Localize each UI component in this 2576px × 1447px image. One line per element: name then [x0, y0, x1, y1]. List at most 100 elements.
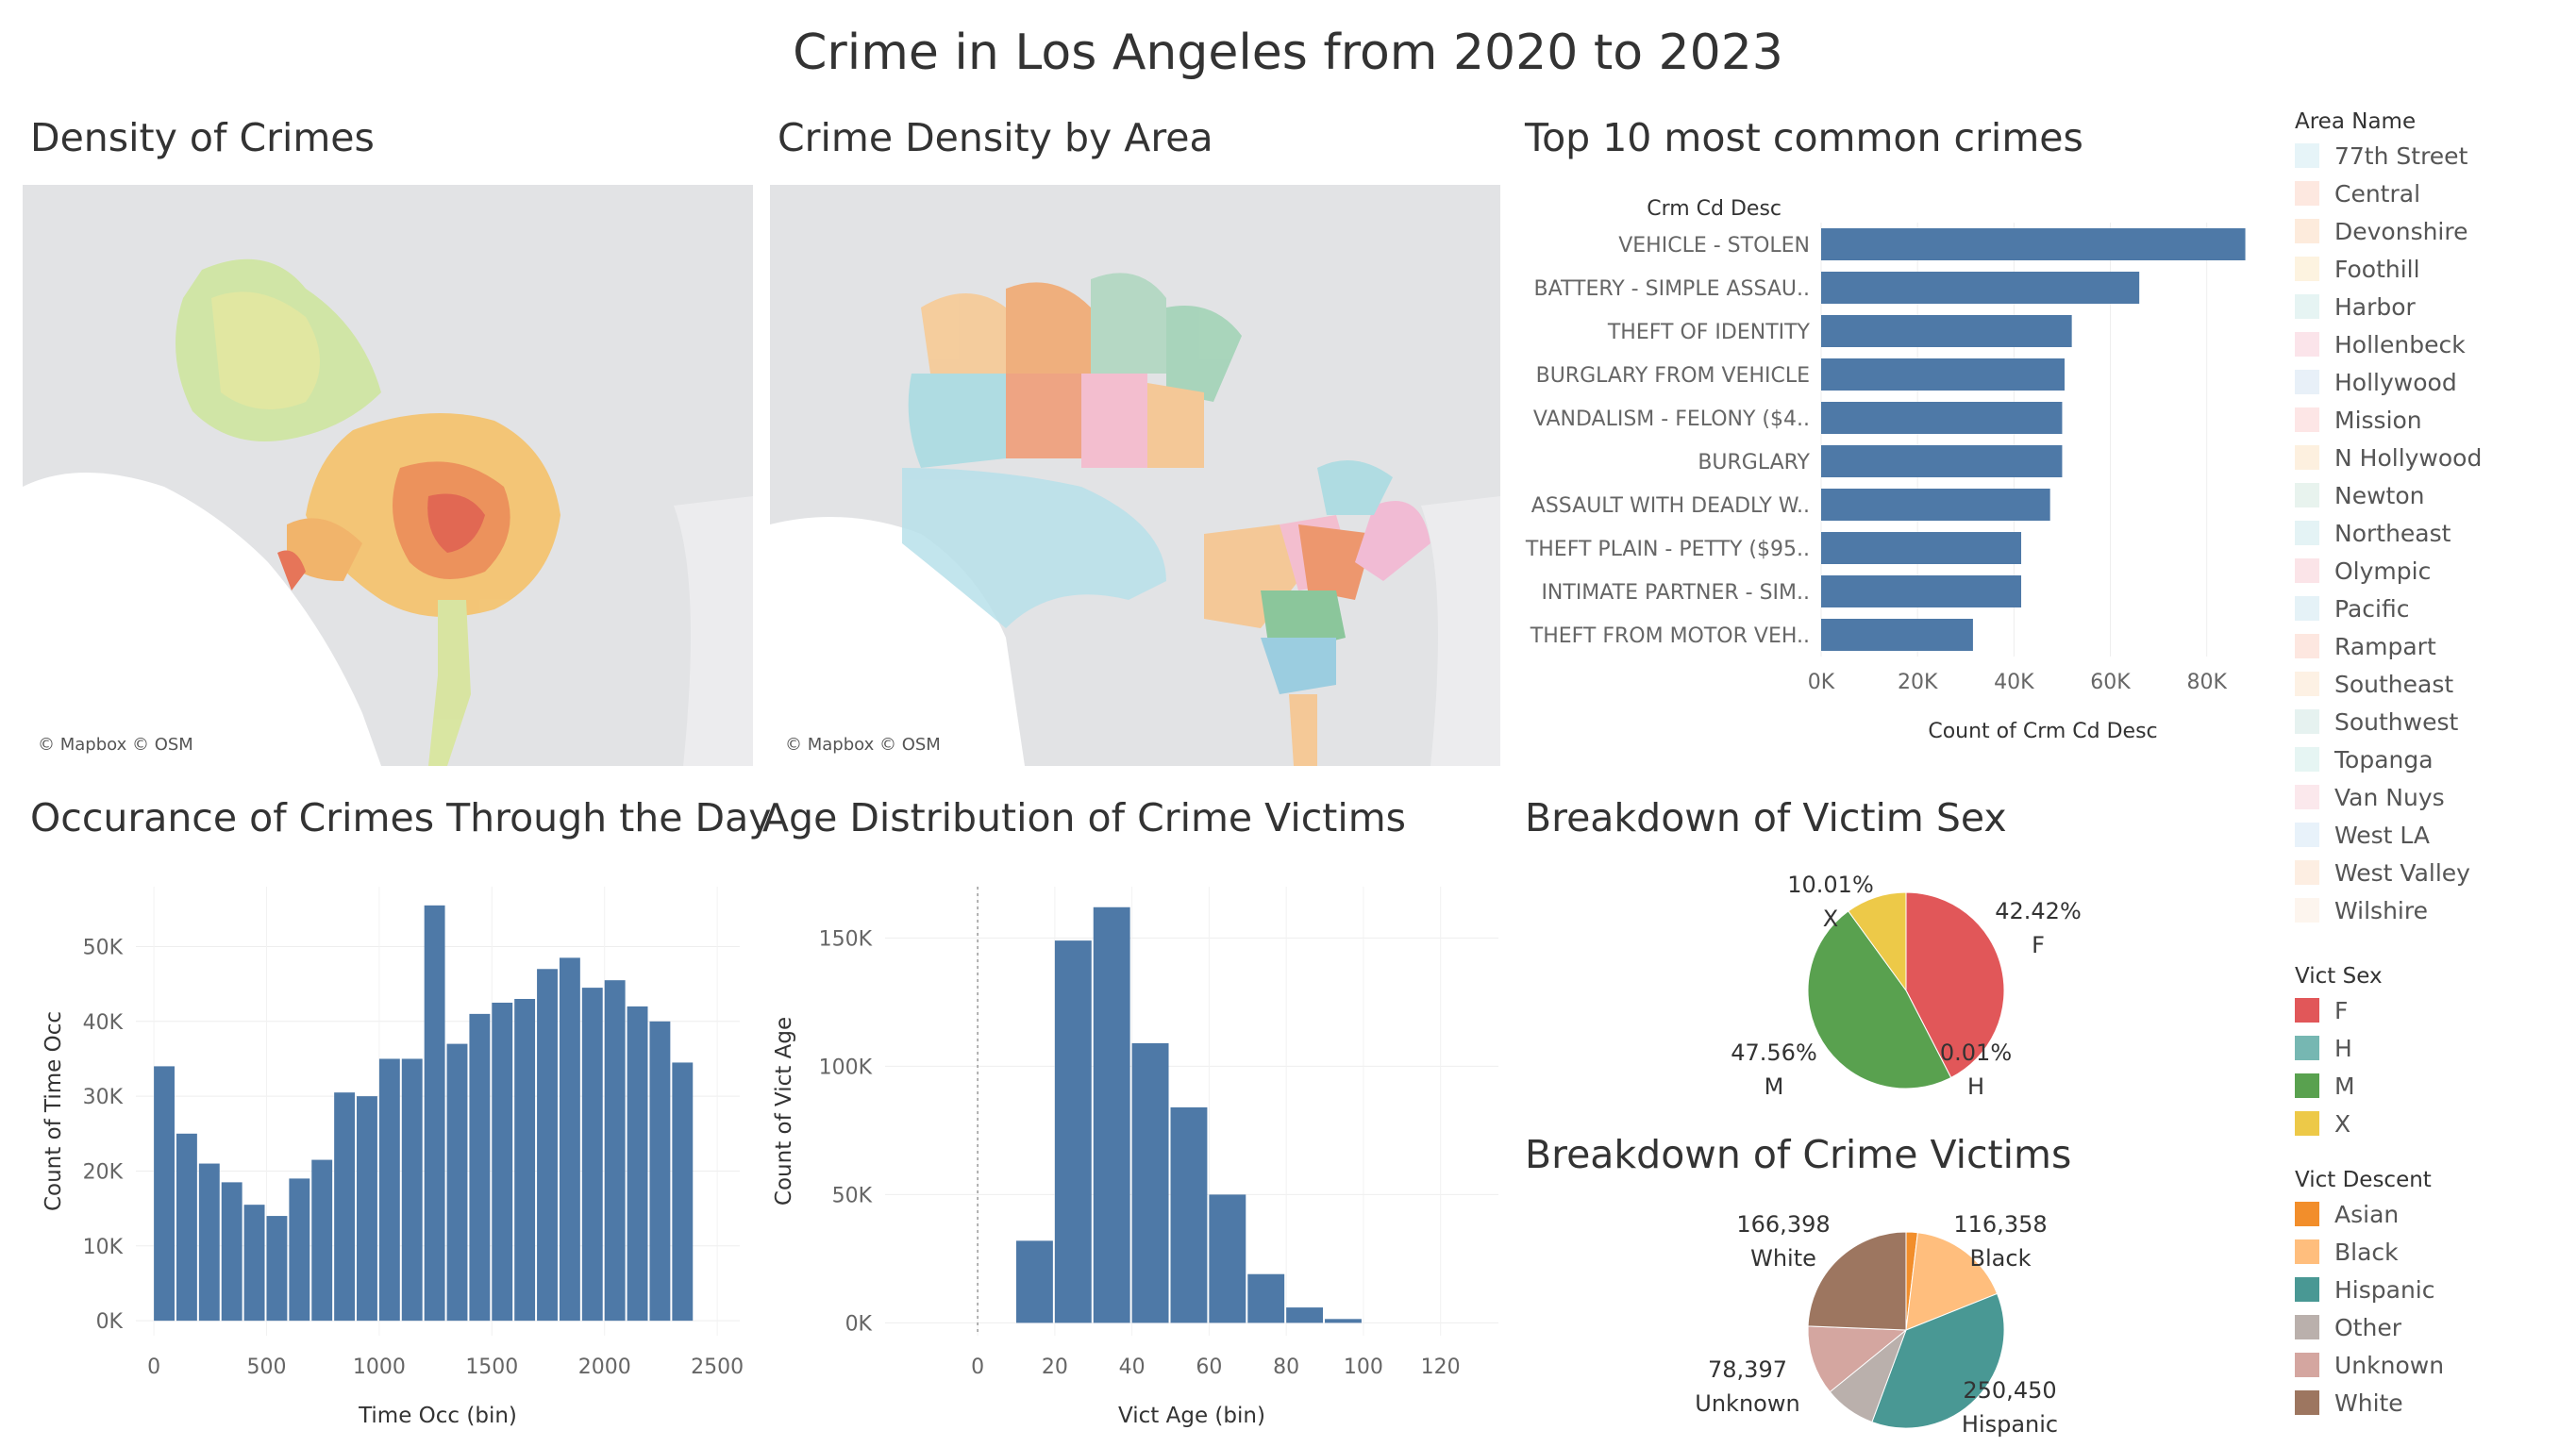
time-bar[interactable] — [492, 1002, 513, 1322]
time-bar[interactable] — [311, 1159, 333, 1322]
legend-area-swatch — [2295, 898, 2319, 923]
legend-area-item[interactable]: Mission — [2295, 402, 2568, 440]
legend-area-swatch — [2295, 634, 2319, 658]
legend-area-item[interactable]: West LA — [2295, 817, 2568, 855]
legend-sex-item[interactable]: F — [2295, 992, 2568, 1030]
legend-area-item[interactable]: Northeast — [2295, 515, 2568, 553]
legend-sex-item[interactable]: H — [2295, 1030, 2568, 1068]
descent-slice[interactable] — [1871, 1292, 2005, 1429]
time-bar[interactable] — [672, 1062, 694, 1322]
area-map[interactable]: © Mapbox © OSM — [770, 185, 1500, 766]
legend-descent-item[interactable]: White — [2295, 1385, 2568, 1422]
legend-area-item[interactable]: Pacific — [2295, 590, 2568, 628]
legend-sex-item[interactable]: M — [2295, 1068, 2568, 1106]
legend-descent: Vict Descent Asian Black Hispanic Other Unkn… — [2295, 1168, 2568, 1422]
age-bar[interactable] — [1054, 940, 1092, 1323]
time-bar[interactable] — [446, 1043, 468, 1322]
top10-bar[interactable] — [1821, 315, 2072, 347]
legend-area-item[interactable]: Harbor — [2295, 289, 2568, 326]
legend-area-item[interactable]: Rampart — [2295, 628, 2568, 666]
top10-bar[interactable] — [1821, 532, 2022, 564]
time-bar[interactable] — [559, 957, 580, 1322]
legend-area-item[interactable]: Central — [2295, 175, 2568, 213]
legend-descent-item[interactable]: Unknown — [2295, 1347, 2568, 1385]
time-bar[interactable] — [581, 988, 603, 1322]
time-bar[interactable] — [357, 1096, 377, 1322]
top10-x-tick: 20K — [1898, 671, 1938, 694]
top10-bar[interactable] — [1821, 489, 2050, 521]
time-x-tick: 2500 — [691, 1356, 744, 1379]
time-bar[interactable] — [424, 905, 445, 1322]
legend-descent-item[interactable]: Black — [2295, 1234, 2568, 1272]
legend-area-item[interactable]: Van Nuys — [2295, 779, 2568, 817]
legend-area-item[interactable]: Hollenbeck — [2295, 326, 2568, 364]
legend-descent-item[interactable]: Asian — [2295, 1196, 2568, 1234]
legend-area-item[interactable]: Southwest — [2295, 704, 2568, 741]
legend-sex-swatch — [2295, 1111, 2319, 1136]
time-bar[interactable] — [401, 1058, 423, 1322]
time-y-tick: 10K — [83, 1236, 124, 1259]
legend-area-item[interactable]: 77th Street — [2295, 138, 2568, 175]
top10-category-label: BURGLARY — [1698, 451, 1810, 474]
legend-area-item[interactable]: Southeast — [2295, 666, 2568, 704]
legend-area-item[interactable]: West Valley — [2295, 855, 2568, 892]
age-bar[interactable] — [1170, 1106, 1208, 1323]
legend-area-item[interactable]: Hollywood — [2295, 364, 2568, 402]
descent-slice[interactable] — [1807, 1325, 1908, 1393]
time-bar[interactable] — [469, 1013, 491, 1322]
time-bar[interactable] — [378, 1058, 400, 1322]
top10-x-tick: 80K — [2186, 671, 2227, 694]
time-bar[interactable] — [198, 1163, 220, 1322]
sex-slice[interactable] — [1848, 891, 1907, 992]
age-bar[interactable] — [1286, 1307, 1324, 1323]
legend-area-item[interactable]: Topanga — [2295, 741, 2568, 779]
legend-descent-item[interactable]: Other — [2295, 1309, 2568, 1347]
top10-bar[interactable] — [1821, 228, 2246, 260]
time-bar[interactable] — [649, 1021, 671, 1322]
top10-bar[interactable] — [1821, 619, 1973, 651]
age-bar[interactable] — [1325, 1319, 1362, 1323]
descent-slice[interactable] — [1807, 1231, 1907, 1331]
legend-sex-item[interactable]: X — [2295, 1106, 2568, 1143]
time-bar[interactable] — [289, 1178, 310, 1322]
descent-slice[interactable] — [1905, 1232, 1999, 1331]
top10-bar[interactable] — [1821, 445, 2063, 477]
time-bar[interactable] — [537, 969, 558, 1322]
top10-bar[interactable] — [1821, 358, 2065, 391]
legend-descent-item[interactable]: Hispanic — [2295, 1272, 2568, 1309]
time-bar[interactable] — [627, 1006, 648, 1322]
legend-area-label: Wilshire — [2334, 897, 2428, 924]
age-bar[interactable] — [1015, 1240, 1053, 1323]
age-bar[interactable] — [1131, 1042, 1169, 1323]
time-bar[interactable] — [154, 1066, 175, 1322]
legend-area-swatch — [2295, 747, 2319, 772]
top10-bar[interactable] — [1821, 402, 2063, 434]
time-bar[interactable] — [604, 980, 626, 1322]
time-bar[interactable] — [514, 999, 536, 1322]
density-map[interactable]: © Mapbox © OSM — [23, 185, 753, 766]
legend-area-item[interactable]: N Hollywood — [2295, 440, 2568, 477]
legend-area-item[interactable]: Wilshire — [2295, 892, 2568, 930]
age-bar[interactable] — [1209, 1194, 1246, 1323]
descent-label-hispanic: 250,450 Hispanic — [1961, 1377, 2059, 1438]
age-bar[interactable] — [1247, 1273, 1285, 1323]
legend-area-item[interactable]: Devonshire — [2295, 213, 2568, 251]
legend-sex-swatch — [2295, 1073, 2319, 1098]
legend-area-item[interactable]: Olympic — [2295, 553, 2568, 590]
legend-area-label: West Valley — [2334, 859, 2470, 887]
age-bar[interactable] — [1093, 906, 1130, 1323]
time-bar[interactable] — [243, 1205, 265, 1322]
top10-bar[interactable] — [1821, 272, 2140, 304]
sex-slice[interactable] — [1807, 910, 1952, 1089]
top10-x-tick: 0K — [1808, 671, 1835, 694]
time-bar[interactable] — [176, 1133, 197, 1322]
time-bar[interactable] — [334, 1092, 356, 1322]
top10-bar[interactable] — [1821, 575, 2022, 607]
time-x-tick: 2000 — [578, 1356, 631, 1379]
legend-area-swatch — [2295, 558, 2319, 583]
time-bar[interactable] — [221, 1182, 243, 1322]
time-bar[interactable] — [266, 1216, 288, 1322]
sex-slice[interactable] — [1905, 891, 2005, 1079]
legend-area-item[interactable]: Newton — [2295, 477, 2568, 515]
legend-area-item[interactable]: Foothill — [2295, 251, 2568, 289]
